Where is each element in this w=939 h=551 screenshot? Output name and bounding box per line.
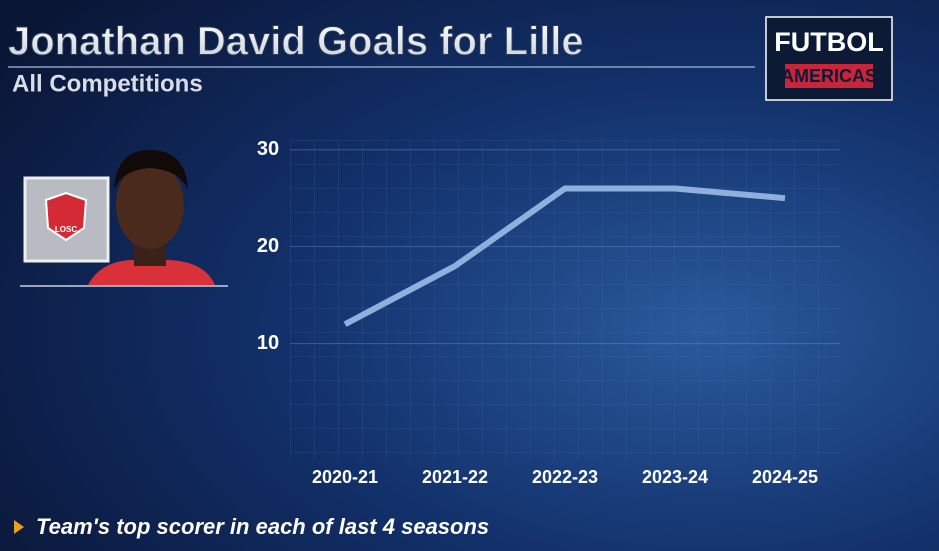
chart-subtitle: All Competitions [12, 70, 203, 97]
chart-title: Jonathan David Goals for Lille [8, 20, 584, 64]
brand-line2: AMERICAS [781, 66, 877, 86]
brand-line1: FUTBOL [774, 27, 883, 57]
y-tick-label: 10 [257, 332, 279, 354]
y-tick-label: 30 [257, 138, 279, 160]
player-head [116, 161, 184, 249]
chart-note: Team's top scorer in each of last 4 seas… [36, 514, 489, 539]
x-tick-label: 2024-25 [752, 467, 818, 487]
x-tick-label: 2022-23 [532, 467, 598, 487]
player-hair [114, 150, 188, 190]
player-panel: LOSC [20, 150, 228, 287]
x-tick-label: 2021-22 [422, 467, 488, 487]
player-shirt [88, 260, 215, 285]
club-badge-text: LOSC [55, 225, 77, 234]
brand-band [785, 64, 873, 88]
x-tick-label: 2020-21 [312, 467, 378, 487]
line-series [343, 185, 786, 327]
club-badge-shield [44, 191, 88, 242]
y-tick-label: 20 [257, 235, 279, 257]
note-marker [14, 520, 24, 534]
x-tick-label: 2023-24 [642, 467, 708, 487]
brand-logo: FUTBOL AMERICAS [765, 16, 893, 101]
